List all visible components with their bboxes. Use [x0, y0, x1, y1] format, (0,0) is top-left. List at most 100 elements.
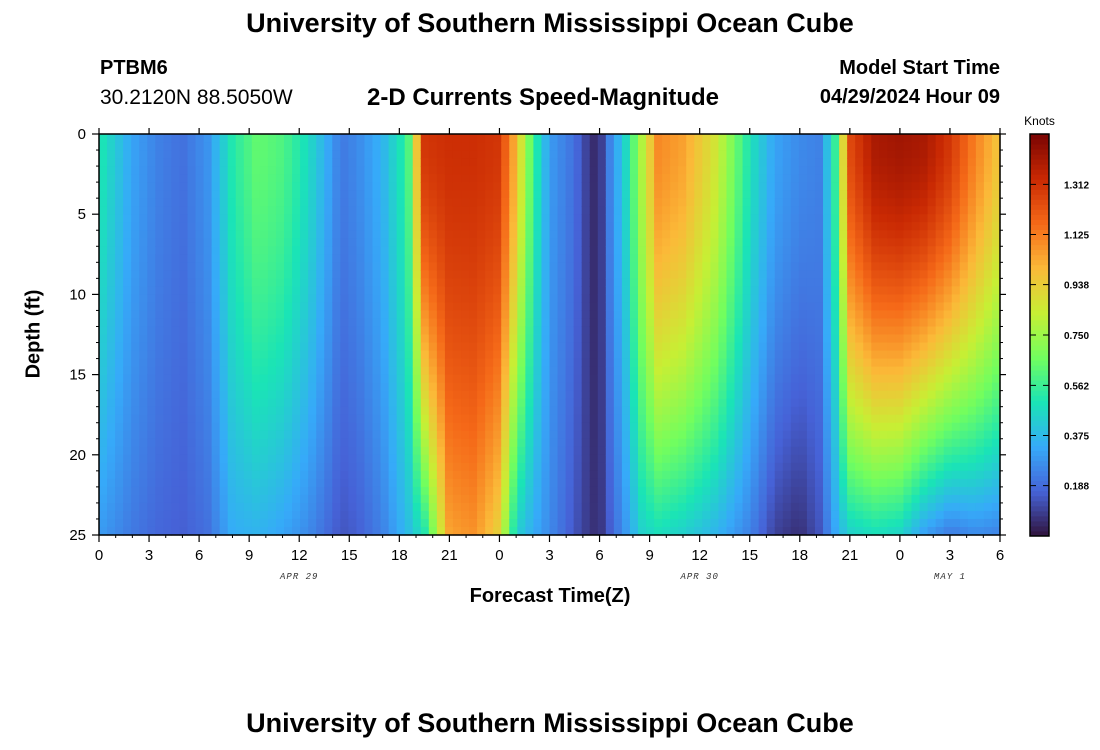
heatmap-cell	[718, 382, 728, 392]
heatmap-cell	[855, 518, 864, 528]
heatmap-cell	[187, 318, 197, 328]
heatmap-cell	[734, 414, 744, 424]
heatmap-cell	[758, 134, 768, 143]
heatmap-cell	[847, 198, 856, 207]
heatmap-cell	[107, 334, 116, 344]
heatmap-cell	[155, 326, 164, 336]
heatmap-cell	[235, 406, 245, 416]
heatmap-cell	[597, 398, 607, 408]
heatmap-cell	[380, 310, 390, 320]
heatmap-cell	[533, 310, 543, 320]
heatmap-cell	[637, 470, 647, 480]
heatmap-cell	[646, 206, 655, 215]
heatmap-cell	[195, 438, 205, 448]
heatmap-cell	[782, 422, 792, 432]
heatmap-cell	[203, 390, 213, 400]
heatmap-cell	[461, 526, 470, 536]
heatmap-cell	[758, 454, 768, 464]
heatmap-cell	[662, 350, 671, 360]
heatmap-cell	[855, 494, 864, 504]
heatmap-cell	[879, 246, 888, 255]
heatmap-cell	[340, 190, 349, 199]
heatmap-cell	[774, 310, 784, 320]
heatmap-cell	[734, 526, 744, 536]
heatmap-cell	[300, 406, 309, 416]
heatmap-cell	[742, 342, 752, 352]
heatmap-cell	[654, 302, 663, 312]
heatmap-cell	[726, 398, 736, 408]
heatmap-cell	[517, 414, 526, 424]
heatmap-cell	[501, 414, 510, 424]
heatmap-cell	[340, 494, 349, 504]
heatmap-cell	[782, 446, 792, 456]
heatmap-cell	[195, 150, 205, 159]
heatmap-cell	[758, 158, 768, 167]
heatmap-cell	[814, 366, 824, 376]
heatmap-cell	[211, 486, 221, 496]
heatmap-cell	[356, 342, 366, 352]
heatmap-cell	[573, 142, 583, 151]
heatmap-cell	[227, 350, 237, 360]
heatmap-cell	[179, 134, 189, 143]
heatmap-cell	[855, 342, 864, 352]
heatmap-cell	[533, 166, 543, 175]
heatmap-cell	[605, 286, 615, 295]
heatmap-cell	[364, 486, 374, 496]
heatmap-cell	[131, 454, 140, 464]
heatmap-cell	[243, 478, 253, 488]
heatmap-cell	[806, 254, 816, 263]
heatmap-cell	[131, 302, 140, 312]
heatmap-cell	[308, 206, 317, 215]
heatmap-cell	[637, 198, 647, 207]
heatmap-cell	[219, 134, 229, 143]
heatmap-cell	[444, 342, 454, 352]
heatmap-cell	[589, 422, 599, 432]
heatmap-cell	[251, 150, 261, 159]
heatmap-cell	[613, 270, 623, 279]
heatmap-cell	[308, 478, 317, 488]
heatmap-cell	[766, 182, 776, 191]
heatmap-cell	[308, 198, 317, 207]
heatmap-cell	[662, 446, 671, 456]
heatmap-cell	[211, 510, 221, 520]
heatmap-cell	[662, 462, 671, 472]
heatmap-cell	[742, 526, 752, 536]
heatmap-cell	[629, 326, 639, 336]
heatmap-cell	[356, 334, 366, 344]
heatmap-cell	[469, 358, 478, 368]
heatmap-cell	[324, 294, 333, 304]
heatmap-cell	[477, 198, 486, 207]
heatmap-cell	[839, 518, 848, 528]
heatmap-cell	[469, 390, 478, 400]
heatmap-cell	[348, 302, 358, 312]
heatmap-cell	[581, 502, 591, 512]
heatmap-cell	[621, 254, 631, 263]
heatmap-cell	[123, 206, 132, 215]
heatmap-cell	[364, 398, 374, 408]
heatmap-cell	[782, 294, 792, 304]
heatmap-cell	[444, 166, 454, 175]
heatmap-cell	[444, 350, 454, 360]
heatmap-cell	[171, 198, 181, 207]
heatmap-cell	[646, 374, 655, 384]
heatmap-cell	[372, 518, 382, 528]
heatmap-cell	[348, 510, 358, 520]
heatmap-cell	[557, 230, 567, 239]
heatmap-cell	[380, 134, 390, 143]
heatmap-cell	[895, 222, 905, 231]
heatmap-cell	[404, 342, 414, 352]
heatmap-cell	[300, 142, 309, 151]
heatmap-cell	[758, 190, 768, 199]
heatmap-cell	[839, 502, 848, 512]
heatmap-cell	[163, 494, 172, 504]
heatmap-cell	[123, 310, 132, 320]
heatmap-cell	[750, 230, 760, 239]
heatmap-cell	[694, 438, 703, 448]
heatmap-cell	[340, 478, 349, 488]
heatmap-cell	[726, 382, 736, 392]
heatmap-cell	[203, 262, 213, 271]
heatmap-cell	[332, 334, 341, 344]
heatmap-cell	[235, 302, 245, 312]
heatmap-cell	[718, 446, 728, 456]
heatmap-cell	[629, 254, 639, 263]
